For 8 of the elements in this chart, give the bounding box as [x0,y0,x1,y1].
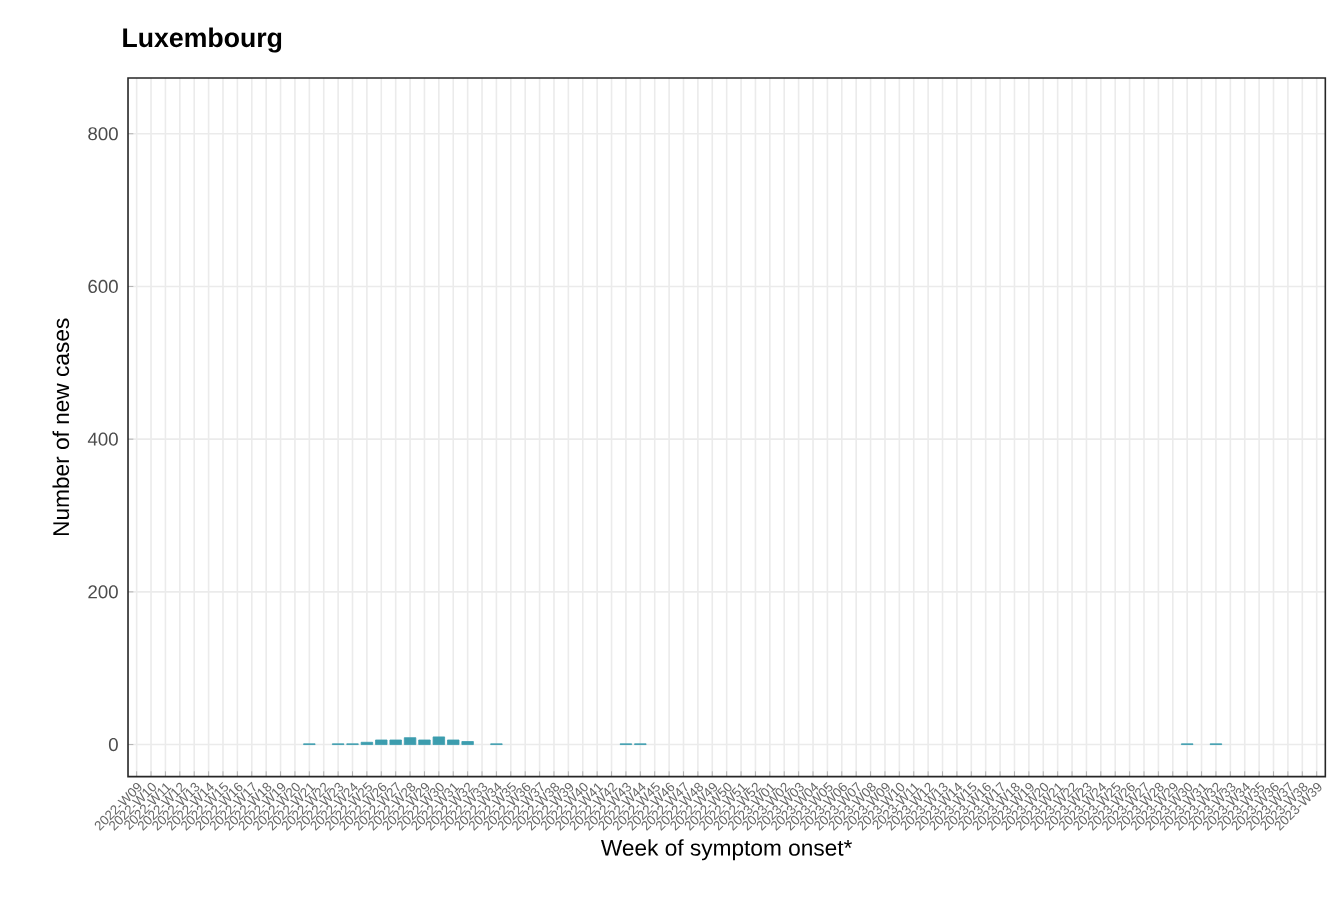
y-tick-label: 0 [108,737,118,752]
y-tick-label: 800 [88,127,118,141]
chart-title: Luxembourg [123,27,282,53]
y-tick-label: 600 [88,279,118,294]
y-tick-label: 400 [87,432,118,446]
x-axis-title: Week of symptom onset* [600,839,853,861]
y-tick-label: 200 [88,585,118,599]
y-axis-title: Number of new cases [52,318,70,536]
